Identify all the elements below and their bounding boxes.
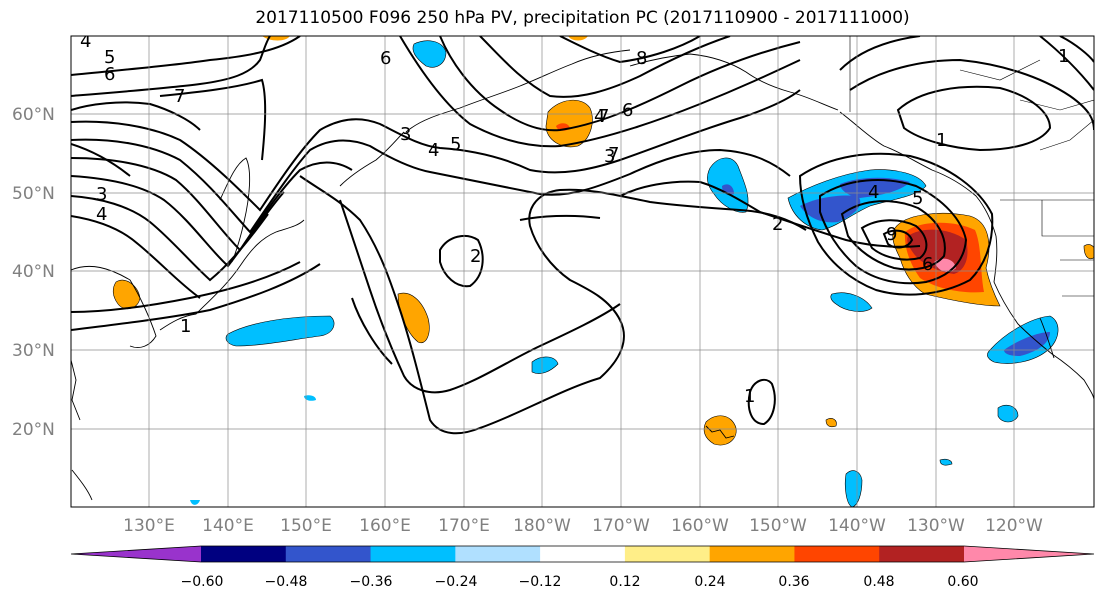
lat-label-20n: 20°N: [12, 420, 55, 440]
colorbar: [70, 545, 1095, 563]
lon-label: 140°E: [202, 516, 254, 536]
colorbar-bin: [540, 546, 626, 562]
colorbar-bin: [285, 546, 372, 562]
precip-negative-region: [844, 470, 863, 507]
contour-label: 4: [80, 31, 91, 52]
colorbar-ticks: −0.60 −0.48 −0.36 −0.24 −0.12 0.12 0.24 …: [181, 574, 979, 590]
precip-negative-region: [830, 292, 873, 312]
colorbar-bin: [624, 546, 711, 562]
lon-label: 130°W: [907, 516, 965, 536]
contour-label: 2: [772, 214, 783, 235]
contour-label: 1: [1058, 46, 1069, 67]
contour-label: 6: [622, 100, 633, 121]
precip-negative-region: [997, 404, 1019, 423]
contour-label: 1: [744, 386, 755, 407]
latitude-labels: 60°N 50°N 40°N 30°N 20°N: [12, 105, 55, 440]
contour-labels: 4 5 6 7 3 4 1 6 5 4 3 2 4 7 8 7 6 3 2 1 …: [80, 31, 1069, 407]
contour-label: 5: [912, 188, 923, 209]
colorbar-tick-label: 0.12: [609, 574, 640, 590]
lat-label-40n: 40°N: [12, 262, 55, 282]
colorbar-bin: [794, 546, 880, 562]
lat-label-60n: 60°N: [12, 105, 55, 125]
coastlines: [71, 49, 1094, 501]
colorbar-extend-min: [71, 546, 201, 562]
precip-negative-region: [190, 500, 200, 505]
colorbar-tick-label: −0.60: [181, 574, 224, 590]
contour-label: 4: [96, 204, 107, 225]
lon-label: 170°E: [438, 516, 490, 536]
colorbar-outline: [70, 545, 1095, 563]
colorbar-tick-label: −0.48: [265, 574, 308, 590]
contour-label: 5: [450, 134, 461, 155]
colorbar-bin: [370, 546, 456, 562]
precip-positive-region: [934, 258, 956, 272]
colorbar-tick-label: −0.24: [435, 574, 478, 590]
lon-label: 160°W: [671, 516, 729, 536]
colorbar-bin: [201, 546, 287, 562]
contour-label: 6: [104, 64, 115, 85]
longitude-labels: 130°E 140°E 150°E 160°E 170°E 180°W 170°…: [123, 516, 1043, 536]
contour-label: 3: [96, 184, 107, 205]
contour-label: 7: [174, 86, 185, 107]
precip-negative-region: [225, 315, 335, 347]
precip-positive-region: [1083, 244, 1094, 259]
precip-positive-region: [825, 418, 837, 428]
contour-label: 8: [636, 48, 647, 69]
precip-positive-region: [568, 36, 588, 41]
colorbar-bin: [709, 546, 795, 562]
contour-label: 1: [936, 130, 947, 151]
lon-label: 120°W: [985, 516, 1043, 536]
contour-label: 3: [604, 146, 615, 167]
colorbar-tick-label: 0.36: [778, 574, 809, 590]
contour-label: 4: [594, 106, 605, 127]
contour-label: 9: [886, 224, 897, 245]
precip-negative-region: [412, 40, 447, 68]
contour-label: 7: [598, 106, 609, 127]
precip-negative-region: [939, 458, 953, 466]
lon-label: 160°E: [359, 516, 411, 536]
colorbar-tick-label: 0.60: [947, 574, 978, 590]
contour-label: 4: [428, 140, 439, 161]
colorbar-tick-label: −0.36: [350, 574, 393, 590]
map-title: 2017110500 F096 250 hPa PV, precipitatio…: [255, 8, 910, 28]
contour-label: 4: [868, 182, 879, 203]
contour-label: 1: [180, 316, 191, 337]
graticule: [71, 36, 1094, 507]
lon-label: 170°W: [592, 516, 650, 536]
map-border: [70, 35, 1095, 508]
precip-positive-region: [545, 99, 593, 148]
precip-negative-region: [304, 395, 316, 401]
lat-label-50n: 50°N: [12, 184, 55, 204]
contour-label: 6: [380, 48, 391, 69]
contour-label: 3: [400, 124, 411, 145]
lat-label-30n: 30°N: [12, 341, 55, 361]
contour-label: 5: [104, 47, 115, 68]
contour-label: 7: [608, 144, 619, 165]
contour-label: 2: [470, 246, 481, 267]
lon-label: 150°E: [280, 516, 332, 536]
colorbar-bin: [879, 546, 965, 562]
lon-label: 140°W: [828, 516, 886, 536]
colorbar-bin: [455, 546, 541, 562]
colorbar-tick-label: 0.24: [694, 574, 725, 590]
precip-shading: [112, 36, 1094, 507]
lon-label: 180°W: [513, 516, 571, 536]
lon-label: 150°W: [749, 516, 807, 536]
colorbar-tick-label: −0.12: [519, 574, 562, 590]
colorbar-tick-label: 0.48: [863, 574, 894, 590]
contour-label: 6: [922, 254, 933, 275]
pv-contours: [71, 36, 1094, 435]
colorbar-extend-max: [964, 546, 1094, 562]
precip-negative-region: [800, 195, 861, 223]
lon-label: 130°E: [123, 516, 175, 536]
